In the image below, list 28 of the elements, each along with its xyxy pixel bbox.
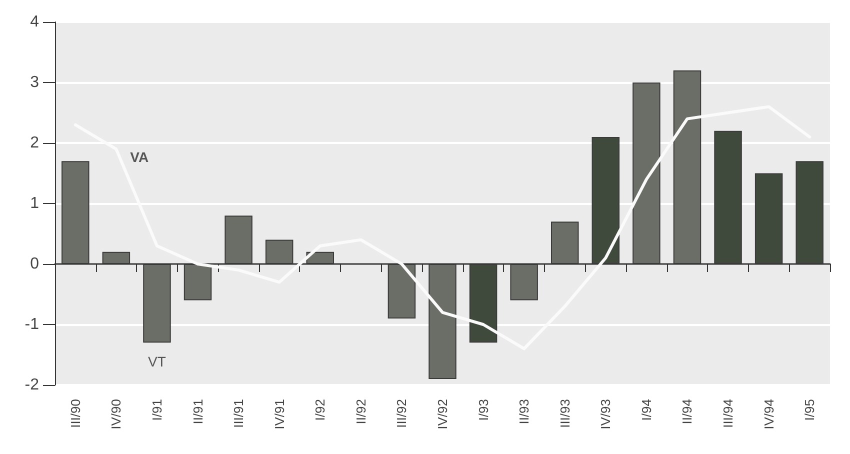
x-tick-label: IV/94 — [761, 399, 776, 430]
x-tick-label: IV/92 — [435, 399, 450, 430]
x-tick-label: I/94 — [638, 399, 654, 421]
series-label: VA — [130, 149, 149, 166]
y-tick-label: 2 — [30, 134, 40, 152]
x-tick-label: III/92 — [394, 399, 410, 428]
x-tick-label: II/91 — [190, 399, 206, 424]
x-tick-label: II/93 — [516, 399, 532, 424]
y-tick-label: 3 — [30, 74, 40, 91]
x-tick-label: I/95 — [802, 399, 818, 421]
x-tick-label: II/92 — [353, 399, 368, 424]
x-tick-label: II/94 — [680, 399, 695, 424]
x-tick-label: I/92 — [312, 399, 328, 421]
y-tick-label: 4 — [30, 14, 40, 30]
x-tick-label: IV/93 — [598, 399, 614, 430]
series-label: VT — [148, 354, 166, 370]
x-tick-label: I/91 — [149, 399, 164, 421]
x-tick-label: IV/90 — [108, 399, 124, 430]
y-tick-label: 0 — [30, 256, 40, 272]
x-tick-label: III/91 — [231, 399, 246, 428]
x-tick-label: III/93 — [557, 399, 572, 428]
x-tick-label: III/94 — [720, 399, 736, 428]
x-tick-label: IV/91 — [272, 399, 287, 430]
y-tick-label: -2 — [24, 376, 40, 394]
y-tick-label: 1 — [30, 195, 40, 212]
y-tick-label: -1 — [24, 316, 40, 333]
x-tick-label: III/90 — [68, 399, 83, 428]
x-tick-label: I/93 — [476, 399, 491, 421]
